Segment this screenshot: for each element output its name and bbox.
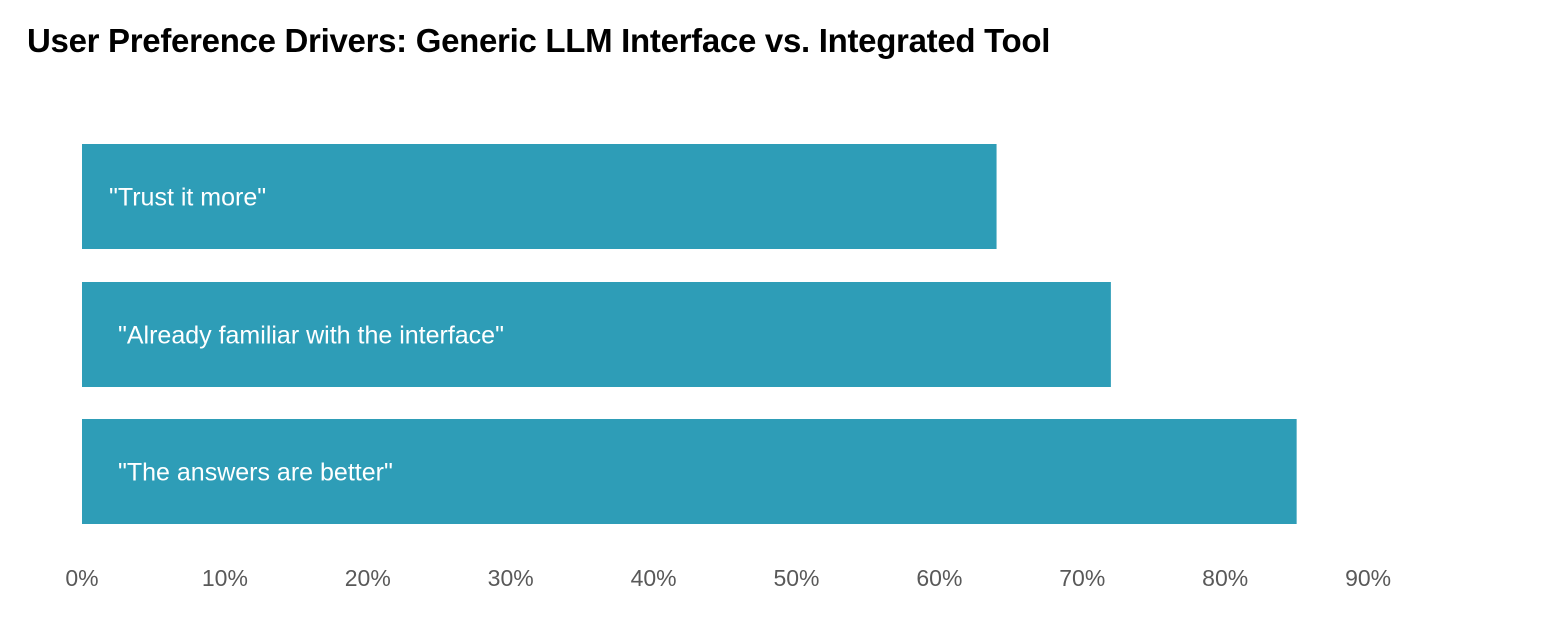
x-tick-label-10: 10% (202, 565, 248, 591)
bar-1 (82, 144, 997, 249)
x-tick-label-0: 0% (65, 565, 98, 591)
x-axis-ticks: 0% 10% 20% 30% 40% 50% 60% 70% 80% 90% (65, 565, 1391, 591)
x-tick-label-30: 30% (488, 565, 534, 591)
x-tick-label-60: 60% (916, 565, 962, 591)
bar-label-2: "Already familiar with the interface" (118, 322, 504, 350)
x-tick-label-40: 40% (631, 565, 677, 591)
chart-title: User Preference Drivers: Generic LLM Int… (27, 22, 1051, 59)
bar-3 (82, 419, 1297, 524)
bar-labels-layer: "Trust it more" "Already familiar with th… (109, 184, 504, 487)
x-tick-label-20: 20% (345, 565, 391, 591)
x-tick-label-50: 50% (773, 565, 819, 591)
x-tick-label-80: 80% (1202, 565, 1248, 591)
bar-label-3: "The answers are better" (118, 459, 393, 487)
bar-2 (82, 282, 1111, 387)
bar-label-1: "Trust it more" (109, 184, 266, 212)
x-tick-label-70: 70% (1059, 565, 1105, 591)
x-tick-label-90: 90% (1345, 565, 1391, 591)
bars-layer (82, 144, 1297, 524)
